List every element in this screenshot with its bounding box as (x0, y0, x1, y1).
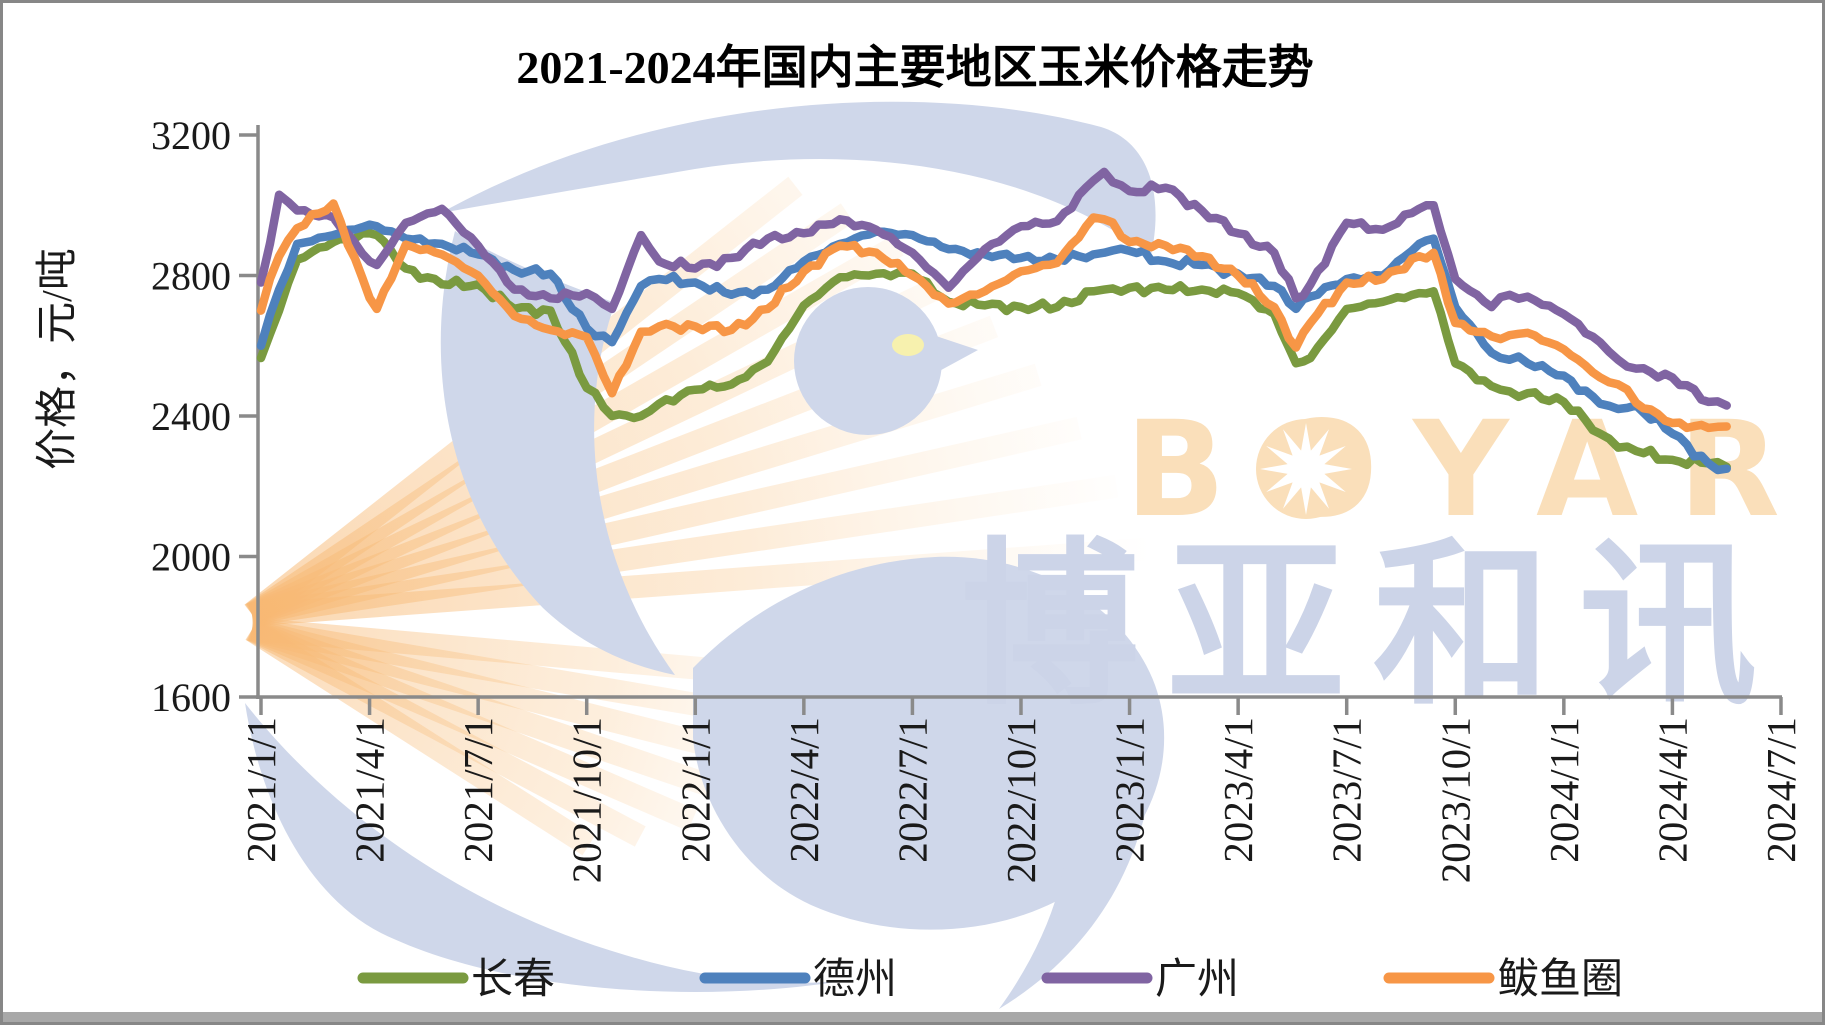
legend-label-bayuquan: 鲅鱼圈 (1497, 957, 1623, 1003)
x-tick-label: 2024/1/1 (1541, 717, 1587, 863)
legend-item-dezhou: 德州 (699, 957, 897, 1003)
starburst-icon (1260, 423, 1352, 515)
watermark-starburst-icon (1256, 419, 1356, 519)
watermark-bird (245, 101, 1165, 1009)
legend-label-guangzhou: 广州 (1155, 957, 1239, 1003)
watermark: BOYAR 博亚和讯 (244, 101, 1785, 1009)
y-tick-label: 2400 (151, 394, 231, 439)
chart-title: 2021-2024年国内主要地区玉米价格走势 (516, 42, 1313, 93)
series-line-guangzhou (256, 167, 1731, 410)
legend: 长春 德州 广州 鲅鱼圈 (357, 957, 1623, 1003)
x-tick-label: 2021/1/1 (238, 717, 284, 863)
x-tick-label: 2024/4/1 (1649, 717, 1695, 863)
x-tick-label: 2021/7/1 (455, 717, 501, 863)
bottom-edge-bar (3, 1012, 1822, 1022)
x-tick-label: 2022/1/1 (672, 717, 718, 863)
legend-label-dezhou: 德州 (813, 957, 897, 1003)
y-tick-label: 3200 (151, 113, 231, 158)
x-tick-label: 2023/1/1 (1107, 717, 1153, 863)
legend-item-changchun: 长春 (357, 957, 555, 1003)
bird-body (693, 556, 1165, 930)
x-tick-label: 2022/4/1 (781, 717, 827, 863)
watermark-cjk-text: 博亚和讯 (961, 522, 1785, 729)
y-axis-title: 价格，元/吨 (35, 248, 81, 470)
bird-eye (892, 334, 924, 356)
x-tick-label: 2021/4/1 (347, 717, 393, 863)
x-tick-label: 2023/4/1 (1215, 717, 1261, 863)
price-chart: BOYAR 博亚和讯 1600 2000 2400 2800 3200 2021/1/1 2… (35, 42, 1804, 1009)
legend-label-changchun: 长春 (471, 957, 555, 1003)
x-tick-label: 2022/7/1 (889, 717, 935, 863)
series-lines (256, 167, 1731, 475)
bird-top-wing (441, 101, 1156, 256)
legend-item-guangzhou: 广州 (1041, 957, 1239, 1003)
y-tick-label: 1600 (151, 675, 231, 720)
y-tick-label: 2800 (151, 254, 231, 299)
x-tick-label: 2021/10/1 (564, 717, 610, 883)
bird-head (794, 287, 942, 435)
y-tick-label: 2000 (151, 535, 231, 580)
legend-item-bayuquan: 鲅鱼圈 (1383, 957, 1623, 1003)
x-tick-label: 2023/10/1 (1432, 717, 1478, 883)
bird-beak (921, 331, 978, 381)
axes: 1600 2000 2400 2800 3200 2021/1/1 2021/4/1 2021… (151, 113, 1804, 883)
bird-left-wing (440, 231, 675, 675)
x-tick-label: 2024/7/1 (1758, 717, 1804, 863)
x-tick-label: 2023/7/1 (1324, 717, 1370, 863)
watermark-stripe (245, 620, 595, 856)
bird-lower-swoosh (245, 703, 855, 992)
x-tick-label: 2022/10/1 (998, 717, 1044, 883)
bird-tail (999, 693, 1155, 1009)
series-line-bayuquan (256, 199, 1731, 433)
